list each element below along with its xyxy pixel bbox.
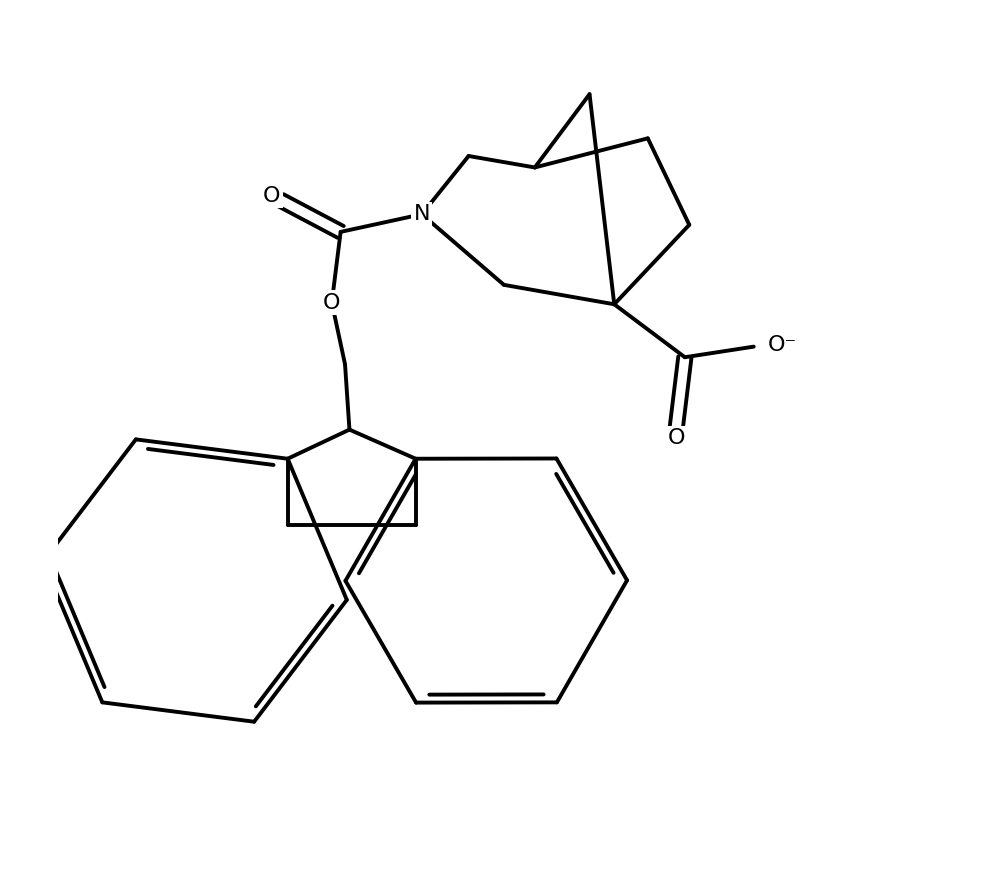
Text: N: N bbox=[414, 204, 431, 225]
Text: O: O bbox=[263, 185, 281, 206]
Text: O: O bbox=[667, 429, 684, 448]
Text: N: N bbox=[414, 204, 431, 225]
Text: O: O bbox=[323, 292, 341, 313]
Text: O⁻: O⁻ bbox=[767, 335, 796, 355]
